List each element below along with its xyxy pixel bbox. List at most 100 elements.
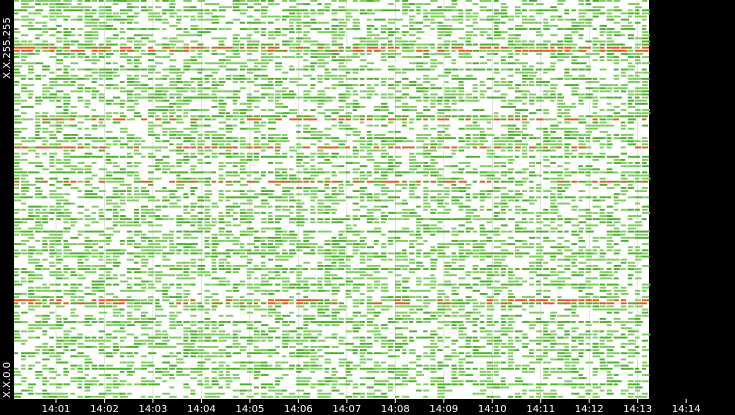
heatmap-cell	[112, 180, 120, 183]
heatmap-cell	[500, 21, 506, 24]
heatmap-cell	[176, 252, 181, 255]
heatmap-cell	[28, 205, 36, 208]
heatmap-cell	[303, 21, 310, 24]
heatmap-cell	[310, 249, 315, 252]
heatmap-cell	[479, 258, 486, 261]
heatmap-cell	[232, 211, 239, 214]
heatmap-cell	[430, 59, 437, 62]
heatmap-cell	[458, 46, 463, 49]
heatmap-cell	[373, 18, 381, 21]
heatmap-cell	[119, 240, 125, 242]
heatmap-cell	[465, 93, 473, 96]
heatmap-cell	[352, 168, 361, 171]
heatmap-cell	[317, 56, 326, 58]
heatmap-cell	[338, 258, 345, 261]
heatmap-cell	[522, 28, 528, 30]
heatmap-cell	[592, 187, 599, 189]
heatmap-cell	[218, 240, 226, 242]
heatmap-cell	[253, 193, 262, 196]
heatmap-cell	[211, 62, 220, 65]
heatmap-cell	[14, 255, 19, 258]
heatmap-cell	[190, 81, 195, 83]
heatmap-cell	[359, 46, 366, 49]
heatmap-cell	[105, 28, 113, 30]
heatmap-cell	[133, 21, 139, 24]
heatmap-cell	[35, 3, 41, 5]
heatmap-cell	[500, 31, 508, 34]
heatmap-cell	[437, 37, 442, 40]
heatmap-cell	[239, 121, 245, 124]
heatmap-cell	[585, 68, 592, 71]
heatmap-cell	[303, 93, 311, 96]
heatmap-cell	[437, 246, 445, 249]
heatmap-cell	[451, 165, 458, 168]
heatmap-cell	[500, 255, 507, 258]
heatmap-cell	[197, 62, 203, 65]
heatmap-cell	[606, 0, 613, 2]
heatmap-cell	[451, 199, 460, 202]
heatmap-cell	[126, 9, 133, 12]
heatmap-cell	[444, 255, 451, 258]
heatmap-cell	[183, 196, 189, 199]
heatmap-cell	[423, 252, 432, 255]
heatmap-cell	[56, 205, 65, 208]
heatmap-cell	[522, 155, 528, 158]
heatmap-cell	[514, 252, 523, 255]
heatmap-cell	[14, 43, 22, 46]
heatmap-cell	[395, 146, 401, 149]
heatmap-cell	[310, 143, 317, 146]
heatmap-cell	[303, 115, 312, 118]
heatmap-cell	[14, 227, 22, 230]
heatmap-cell	[437, 190, 444, 193]
heatmap-cell	[331, 34, 340, 37]
heatmap-cell	[169, 249, 176, 252]
heatmap-cell	[282, 196, 288, 199]
heatmap-cell	[162, 12, 167, 15]
heatmap-cell	[183, 112, 189, 115]
heatmap-cell	[133, 56, 143, 58]
heatmap-cell	[56, 236, 63, 239]
heatmap-cell	[451, 149, 457, 152]
heatmap-cell	[28, 105, 34, 108]
heatmap-cell	[28, 246, 36, 249]
heatmap-cell	[232, 174, 240, 177]
heatmap-cell	[303, 24, 312, 27]
heatmap-cell	[63, 137, 71, 140]
heatmap-cell	[28, 146, 36, 149]
heatmap-cell	[204, 211, 210, 214]
heatmap-cell	[486, 34, 492, 37]
heatmap-cell	[98, 99, 105, 102]
heatmap-cell	[148, 93, 157, 96]
heatmap-cell	[162, 293, 168, 295]
heatmap-cell	[289, 49, 296, 52]
heatmap-cell	[63, 18, 69, 21]
heatmap-cell	[606, 221, 613, 224]
heatmap-cell	[479, 43, 489, 46]
heatmap-cell	[458, 246, 464, 249]
heatmap-cell	[592, 168, 600, 171]
heatmap-cell	[218, 6, 228, 9]
heatmap-cell	[543, 109, 549, 111]
heatmap-cell	[437, 46, 443, 49]
heatmap-cell	[437, 211, 445, 214]
heatmap-cell	[373, 43, 379, 46]
heatmap-cell	[14, 49, 20, 52]
heatmap-cell	[409, 140, 414, 143]
heatmap-cell	[317, 171, 326, 174]
heatmap-cell	[578, 180, 587, 183]
heatmap-cell	[550, 268, 557, 270]
heatmap-cell	[63, 249, 72, 252]
heatmap-cell	[282, 40, 291, 43]
heatmap-cell	[296, 43, 301, 46]
heatmap-cell	[409, 43, 416, 46]
heatmap-cell	[465, 243, 471, 246]
heatmap-cell	[627, 77, 636, 80]
heatmap-cell	[260, 28, 267, 30]
heatmap-cell	[599, 155, 606, 158]
heatmap-cell	[56, 37, 63, 40]
heatmap-cell	[423, 289, 432, 292]
heatmap-cell	[204, 3, 212, 5]
heatmap-cell	[599, 215, 608, 217]
heatmap-cell	[105, 12, 112, 15]
heatmap-cell	[620, 177, 628, 180]
